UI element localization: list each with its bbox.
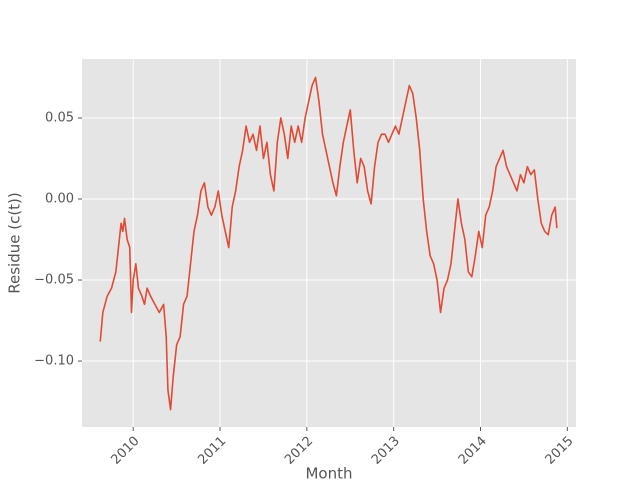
x-tick-label: 2012	[282, 434, 316, 468]
y-tick-label: 0.05	[45, 110, 74, 125]
data-line	[99, 76, 558, 411]
x-tick-label: 2013	[369, 434, 403, 468]
x-tick-label: 2010	[109, 434, 143, 468]
x-tick-label: 2014	[456, 434, 490, 468]
plot-area	[82, 59, 576, 427]
y-tick-label: 0.00	[45, 192, 74, 207]
x-tick-label: 2015	[543, 434, 577, 468]
y-tick-label: −0.10	[34, 354, 74, 369]
y-axis-label: Residue (c(t))	[6, 192, 24, 294]
y-tick-label: −0.05	[34, 273, 74, 288]
x-tick-label: 2011	[195, 434, 229, 468]
x-axis-label: Month	[305, 465, 352, 480]
